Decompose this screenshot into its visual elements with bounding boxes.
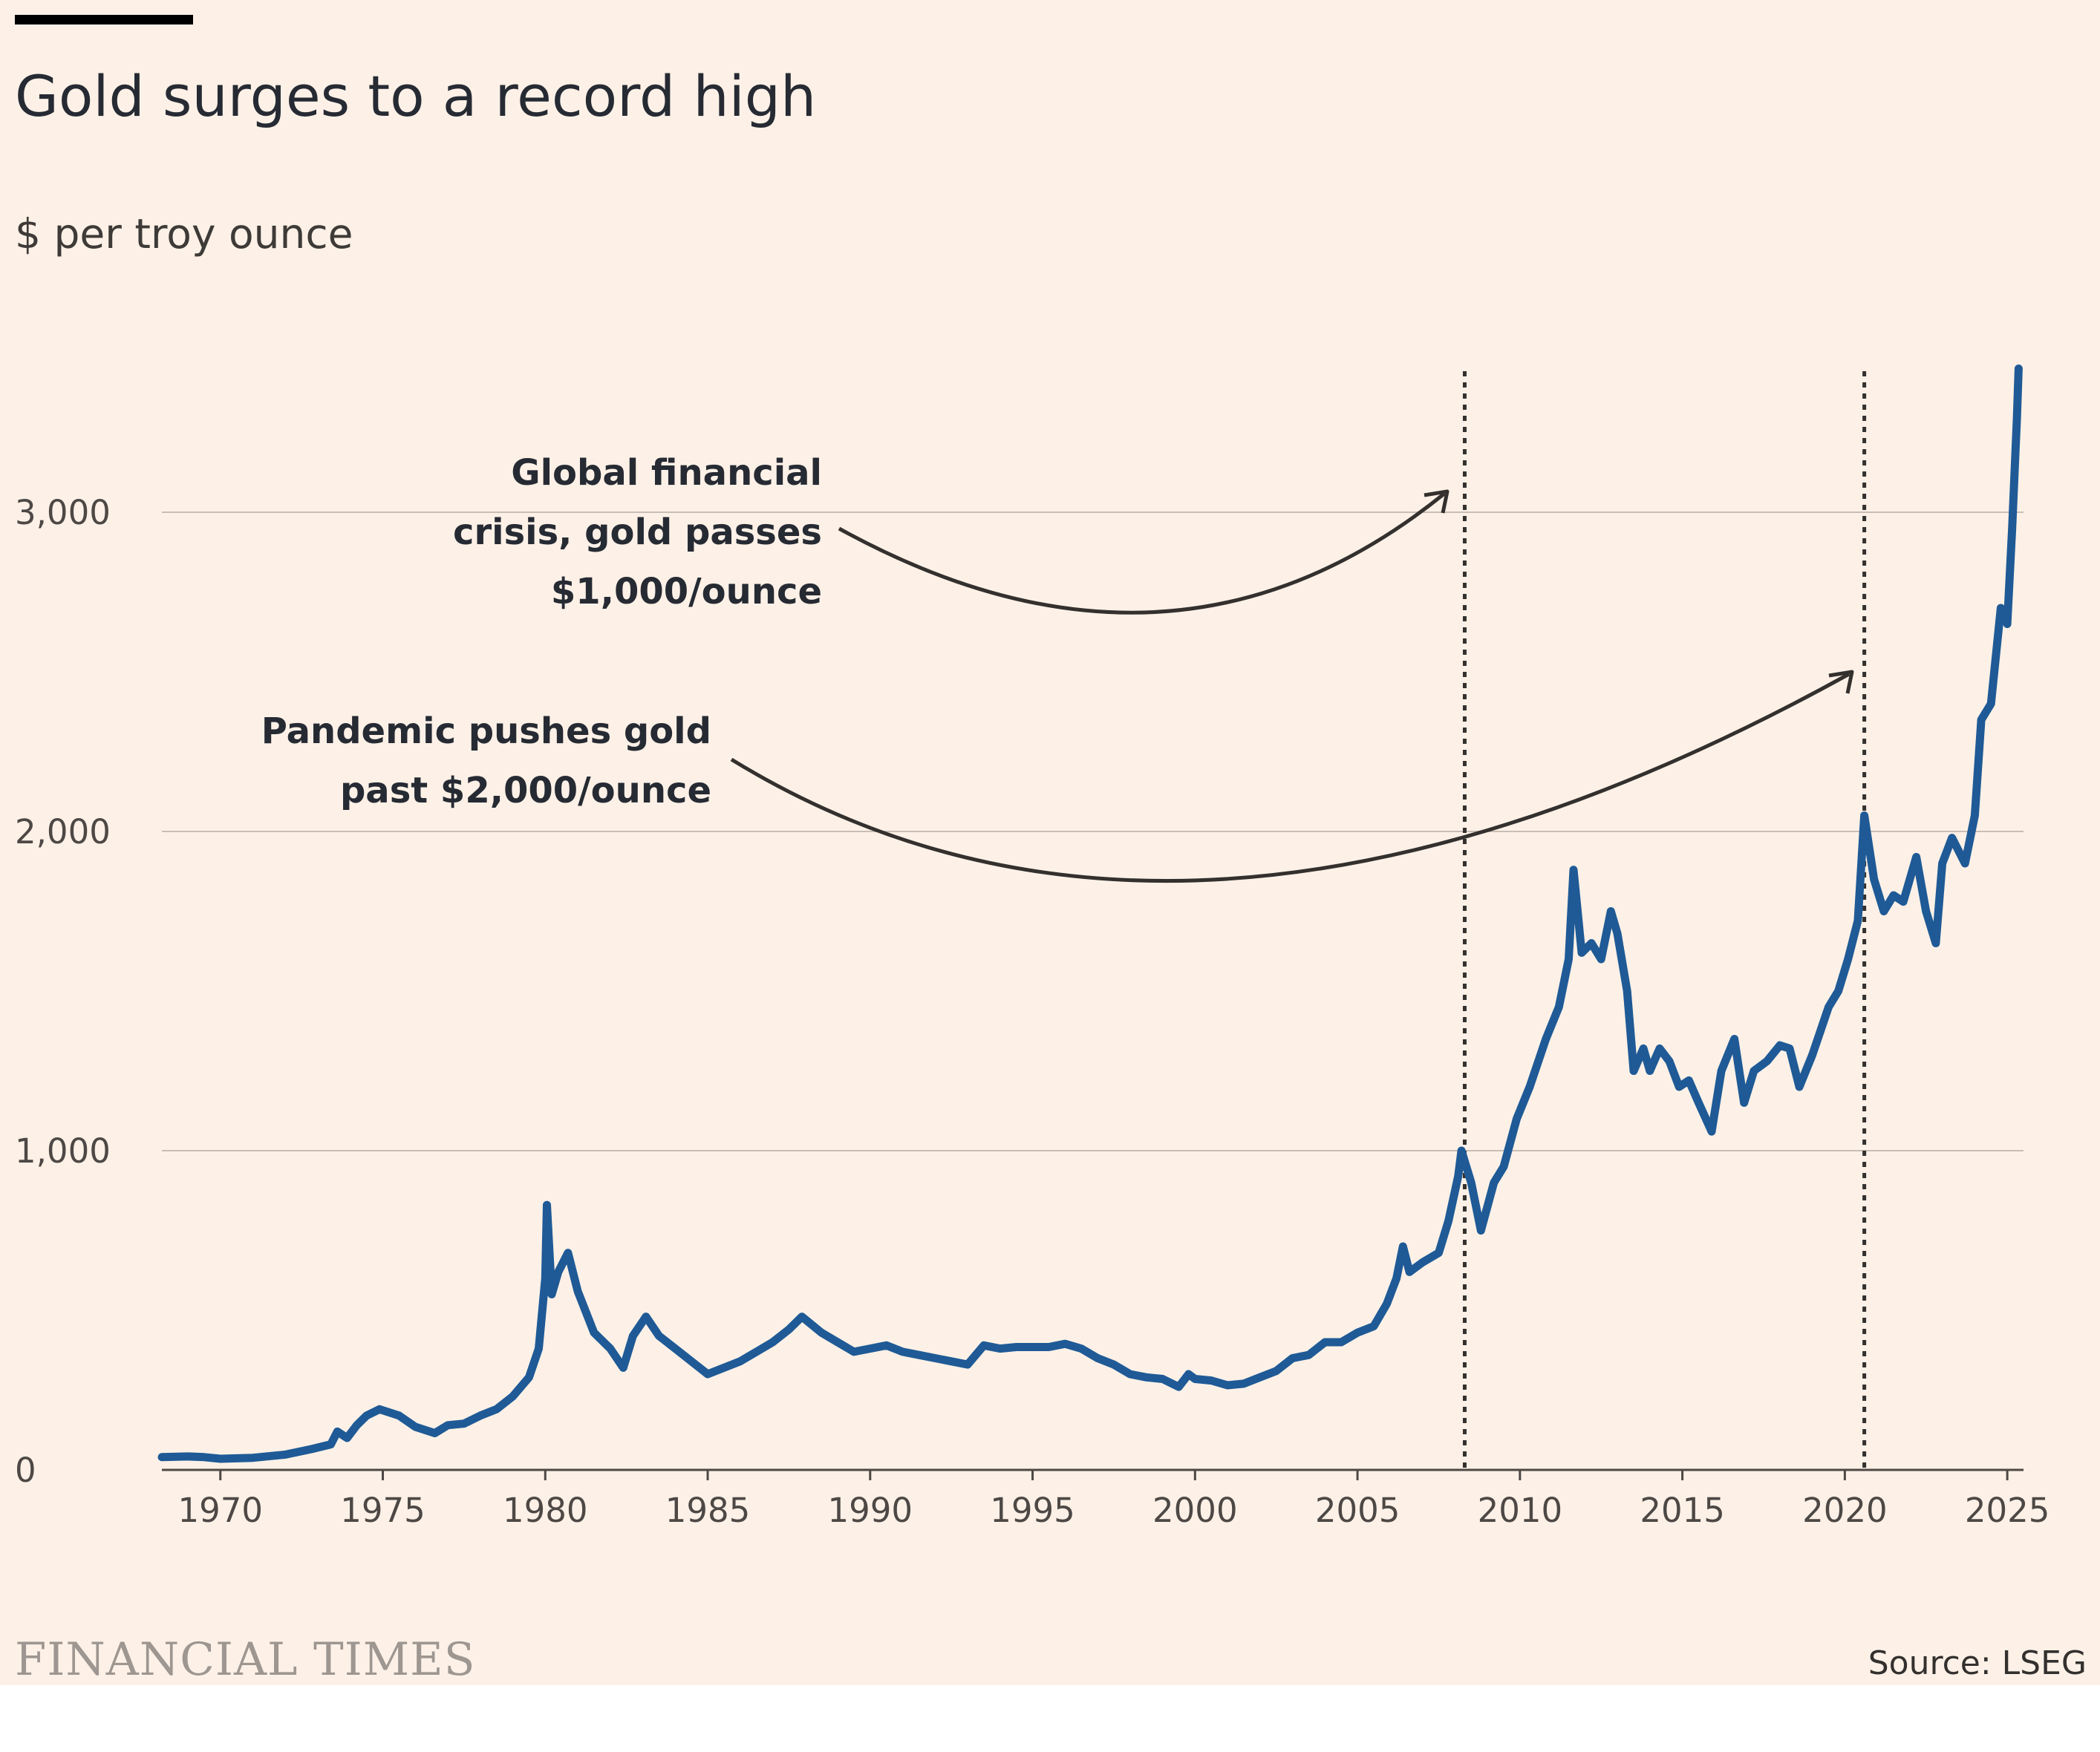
x-tick-label: 1995: [990, 1491, 1075, 1530]
chart-background: [0, 0, 2100, 1685]
x-tick-label: 2010: [1478, 1491, 1563, 1530]
annotation-gfc-arrow: [838, 492, 1446, 615]
x-tick-label: 1985: [665, 1491, 751, 1530]
x-tick-label: 2015: [1640, 1491, 1725, 1530]
ft-logo: FINANCIAL TIMES: [15, 1633, 476, 1686]
series-group: [157, 365, 2023, 1463]
x-tick-label: 1980: [503, 1491, 588, 1530]
annotation-pandemic-line-2: past $2,000/ounce: [340, 770, 711, 811]
y-tick-label: 1,000: [15, 1131, 111, 1171]
annotation-pandemic-arrow: [730, 672, 1850, 883]
x-tick-label: 2005: [1315, 1491, 1400, 1530]
event-markers: [1462, 371, 1867, 1470]
x-tick-label: 2025: [1965, 1491, 2050, 1530]
source-note: Source: LSEG: [1868, 1644, 2087, 1682]
y-tick-label: 0: [15, 1451, 36, 1490]
y-tick-label: 2,000: [15, 812, 111, 852]
x-tick-label: 1975: [340, 1491, 425, 1530]
ft-accent-bar: [15, 15, 193, 24]
series-line-gold-price: [157, 365, 2023, 1463]
line-chart: 0 1,000 2,000 3,000 1970 1975 1980 1985 1990 199…: [15, 365, 2050, 1530]
y-axis-ticks: 0 1,000 2,000 3,000: [15, 493, 111, 1490]
gridlines: [162, 511, 2024, 1471]
x-tick-label: 1970: [177, 1491, 263, 1530]
annotation-pandemic-arrowhead: [1828, 670, 1854, 694]
x-tick-label: 2000: [1152, 1491, 1238, 1530]
x-axis-ticks: 1970 1975 1980 1985 1990 1995 2000 2005 2010 2015…: [177, 1470, 2050, 1530]
annotation-gfc-line-2: crisis, gold passes: [453, 511, 822, 553]
annotation-gfc-line-3: $1,000/ounce: [551, 571, 822, 612]
annotation-pandemic-line-1: Pandemic pushes gold: [261, 710, 711, 752]
chart-subtitle: $ per troy ounce: [15, 210, 353, 258]
annotations: Global financial crisis, gold passes $1,…: [261, 452, 1854, 883]
y-tick-label: 3,000: [15, 493, 111, 532]
x-tick-label: 1990: [828, 1491, 913, 1530]
annotation-gfc-line-1: Global financial: [511, 452, 822, 494]
x-tick-label: 2020: [1802, 1491, 1888, 1530]
annotation-gfc-arrowhead: [1424, 489, 1450, 514]
chart-title: Gold surges to a record high: [15, 63, 817, 129]
